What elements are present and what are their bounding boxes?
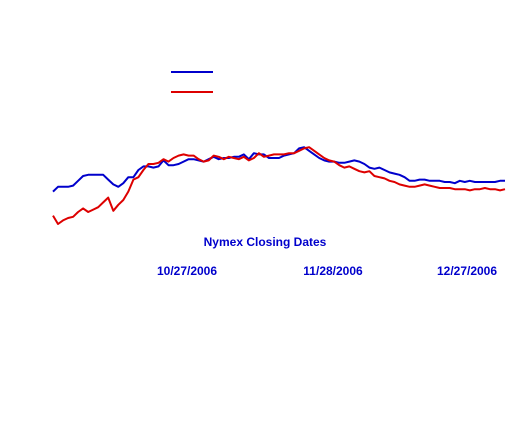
x-tick-label: 11/28/2006 [303, 264, 363, 278]
series-layer [52, 146, 506, 225]
x-tick-label: 10/27/2006 [157, 264, 217, 278]
series-line-blue [52, 146, 505, 193]
legend [171, 71, 213, 93]
series-line-red [52, 146, 506, 225]
x-axis-title: Nymex Closing Dates [204, 235, 327, 249]
x-tick-label: 12/27/2006 [437, 264, 497, 278]
